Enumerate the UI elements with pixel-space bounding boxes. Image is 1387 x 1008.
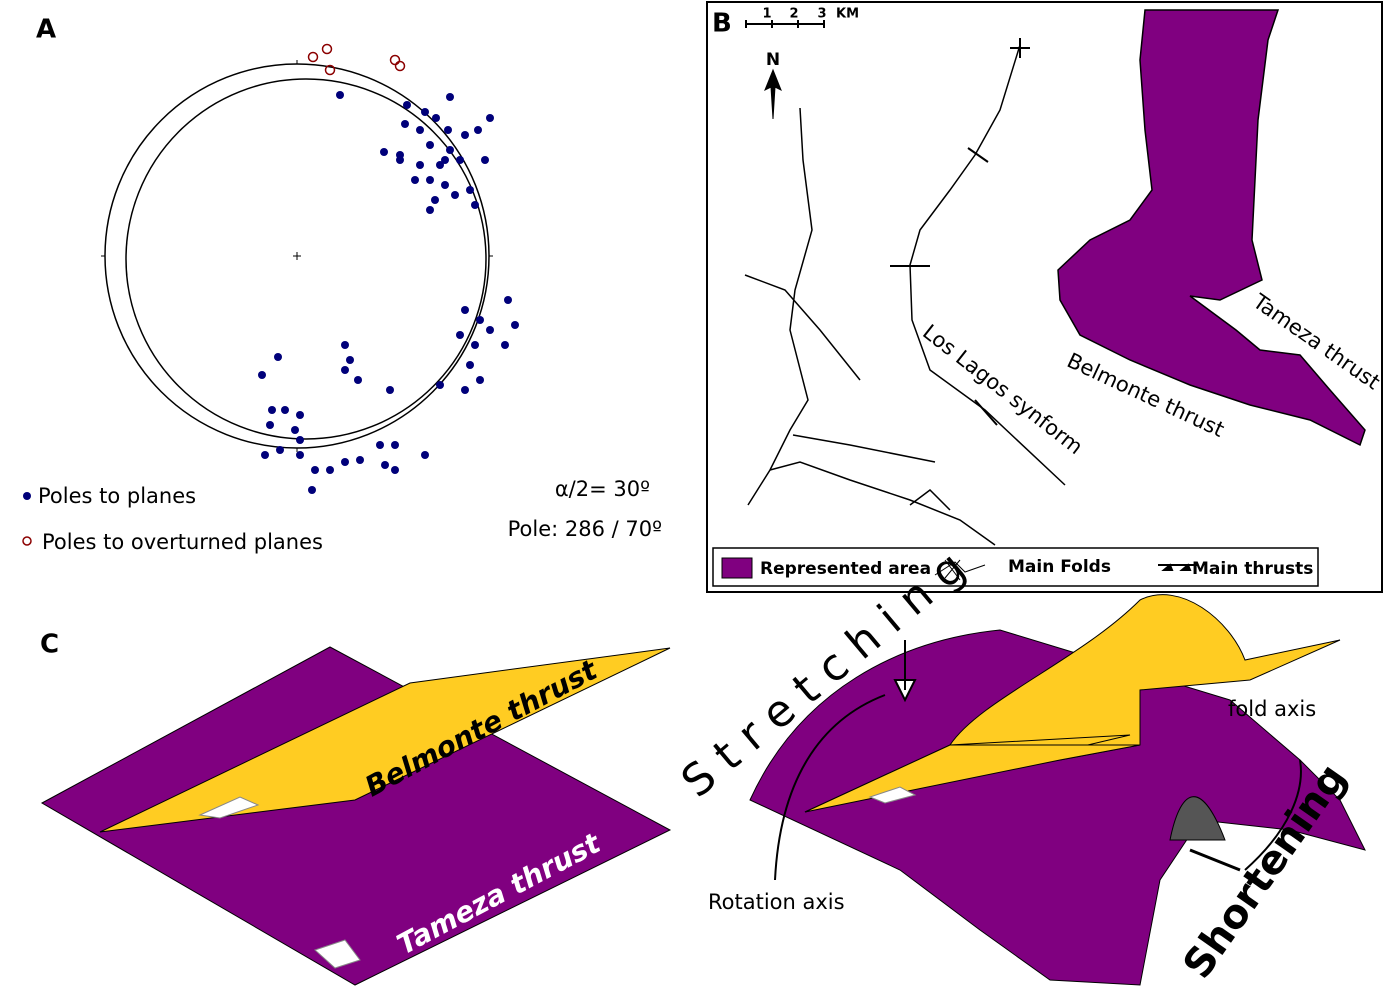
pole-point bbox=[291, 426, 299, 434]
scale-text: 3 bbox=[817, 7, 826, 22]
pole-point bbox=[396, 156, 404, 164]
panel-label: C bbox=[40, 630, 59, 660]
pole-point bbox=[421, 451, 429, 459]
pole-point bbox=[276, 446, 284, 454]
legend-swatch bbox=[722, 558, 752, 578]
pole-point bbox=[461, 306, 469, 314]
pole-point bbox=[476, 316, 484, 324]
figure: A Poles to planes Poles to overturned pl… bbox=[0, 0, 1387, 1008]
stereonet bbox=[101, 45, 519, 495]
pole-point bbox=[258, 371, 266, 379]
pole-point bbox=[461, 131, 469, 139]
panel-label: A bbox=[36, 15, 56, 45]
pole-point bbox=[444, 126, 452, 134]
panel-label: B bbox=[712, 9, 732, 39]
scale-text: KM bbox=[836, 7, 859, 22]
pole-point bbox=[504, 296, 512, 304]
pole: Pole: 286 / 70º bbox=[508, 517, 662, 541]
pole-point bbox=[426, 206, 434, 214]
scale-bar bbox=[746, 20, 824, 28]
overturned-pole-point bbox=[396, 62, 405, 71]
scale-text: 2 bbox=[789, 7, 798, 22]
pole-point bbox=[311, 466, 319, 474]
rotation-axis-label: Rotation axis bbox=[708, 890, 845, 914]
pole-point bbox=[411, 176, 419, 184]
north-arrow bbox=[765, 70, 781, 119]
north: N bbox=[766, 50, 780, 70]
legend-text: Main thrusts bbox=[1192, 559, 1313, 579]
pole-point bbox=[431, 196, 439, 204]
pole-point bbox=[456, 156, 464, 164]
pole-point bbox=[386, 386, 394, 394]
legend-symbol bbox=[23, 492, 31, 500]
pole-point bbox=[486, 326, 494, 334]
pole-point bbox=[391, 441, 399, 449]
pole-point bbox=[476, 376, 484, 384]
pole-point bbox=[403, 101, 411, 109]
pole-point bbox=[471, 201, 479, 209]
pole-point bbox=[446, 93, 454, 101]
map-lines bbox=[745, 38, 1065, 545]
pole-point bbox=[346, 356, 354, 364]
overturned-pole-point bbox=[391, 56, 400, 65]
pole-point bbox=[481, 156, 489, 164]
pole-point bbox=[451, 191, 459, 199]
scale-text: 1 bbox=[762, 7, 771, 22]
pole-point bbox=[471, 341, 479, 349]
pole-point bbox=[336, 91, 344, 99]
pole-point bbox=[441, 181, 449, 189]
pole-point bbox=[436, 161, 444, 169]
cone-angle: α/2= 30º bbox=[555, 477, 650, 501]
pole-point bbox=[376, 441, 384, 449]
map-label: Los Lagos synform bbox=[918, 320, 1087, 459]
fold-axis-label: fold axis bbox=[1228, 697, 1316, 721]
legend-text: Main Folds bbox=[1008, 557, 1111, 577]
pole-point bbox=[274, 353, 282, 361]
pole-point bbox=[466, 186, 474, 194]
legend-text: Poles to planes bbox=[38, 484, 196, 508]
pole-point bbox=[511, 321, 519, 329]
pole-point bbox=[266, 421, 274, 429]
pole-point bbox=[341, 366, 349, 374]
pole-point bbox=[268, 406, 276, 414]
legend-text: Poles to overturned planes bbox=[42, 530, 323, 554]
pole-point bbox=[341, 458, 349, 466]
pole-point bbox=[474, 126, 482, 134]
pole-point bbox=[456, 331, 464, 339]
pole-point bbox=[326, 466, 334, 474]
pole-point bbox=[296, 411, 304, 419]
pole-point bbox=[296, 436, 304, 444]
small-circle bbox=[126, 79, 486, 439]
pole-point bbox=[381, 461, 389, 469]
overturned-pole-point bbox=[323, 45, 332, 54]
page: A Poles to planes Poles to overturned pl… bbox=[0, 0, 1387, 1008]
pole-point bbox=[308, 486, 316, 494]
pole-point bbox=[356, 456, 364, 464]
overturned-pole-point bbox=[309, 53, 318, 62]
pole-point bbox=[426, 141, 434, 149]
pole-point bbox=[466, 361, 474, 369]
pole-point bbox=[416, 126, 424, 134]
pole-point bbox=[281, 406, 289, 414]
pole-point bbox=[341, 341, 349, 349]
pole-point bbox=[426, 176, 434, 184]
pole-point bbox=[446, 146, 454, 154]
pole-point bbox=[436, 381, 444, 389]
pole-point bbox=[501, 341, 509, 349]
pole-point bbox=[380, 148, 388, 156]
pole-point bbox=[261, 451, 269, 459]
pole-point bbox=[354, 376, 362, 384]
pole-point bbox=[416, 161, 424, 169]
pole-point bbox=[391, 466, 399, 474]
pole-point bbox=[432, 114, 440, 122]
pole-point bbox=[401, 120, 409, 128]
map-frame bbox=[707, 2, 1382, 592]
pole-point bbox=[461, 386, 469, 394]
pole-point bbox=[486, 114, 494, 122]
legend-symbol bbox=[23, 537, 31, 545]
pole-point bbox=[296, 451, 304, 459]
pole-point bbox=[421, 108, 429, 116]
shortening-arrow bbox=[1190, 850, 1240, 870]
